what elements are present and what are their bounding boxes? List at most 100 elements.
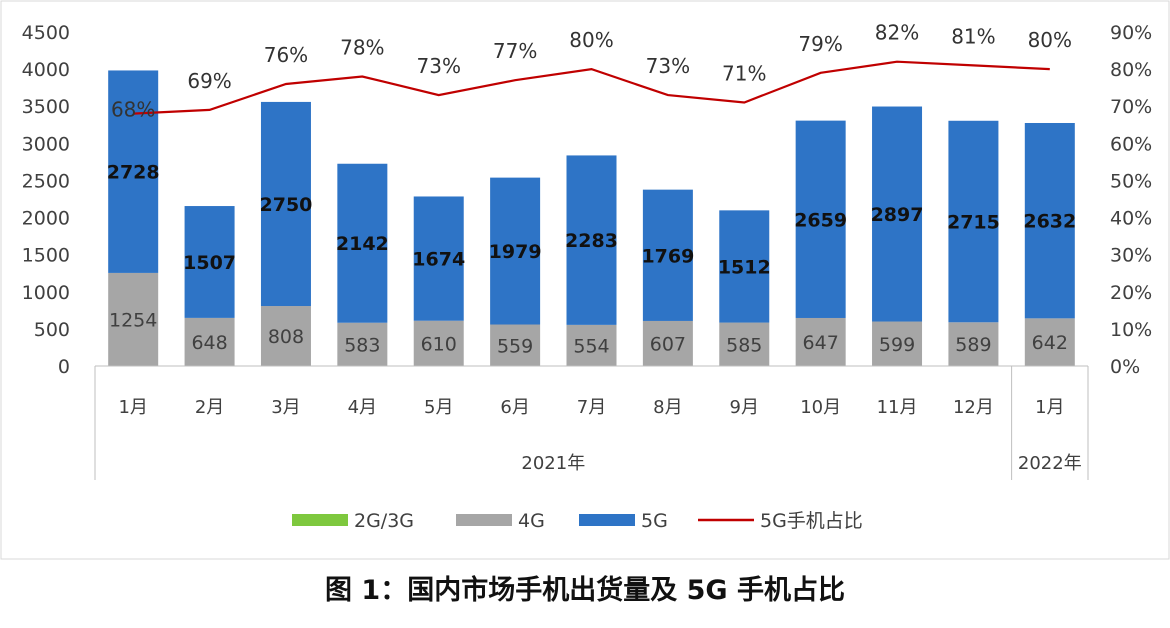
bar-label-4g: 610 bbox=[421, 333, 457, 355]
bar-5g bbox=[413, 196, 464, 321]
bar-4g bbox=[948, 322, 999, 366]
bar-4g bbox=[795, 317, 846, 366]
legend-label: 5G手机占比 bbox=[760, 510, 863, 532]
x-tick-label: 1月 bbox=[1035, 397, 1064, 418]
bar-4g bbox=[337, 322, 388, 366]
share-line-path bbox=[133, 60, 1050, 115]
x-tick-label: 1月 bbox=[118, 397, 147, 418]
x-tick-label: 11月 bbox=[877, 397, 918, 418]
legend-label: 5G bbox=[641, 510, 668, 532]
y-right-tick-label: 90% bbox=[1110, 22, 1152, 44]
bar-label-5g: 2750 bbox=[260, 194, 313, 216]
bar-label-4g: 554 bbox=[573, 335, 609, 357]
bars bbox=[108, 70, 1075, 366]
figure-caption: 图 1：国内市场手机出货量及 5G 手机占比 bbox=[325, 575, 845, 606]
bar-label-5g: 1979 bbox=[489, 241, 542, 263]
x-tick-label: 9月 bbox=[730, 397, 759, 418]
bar-label-5g: 1769 bbox=[641, 245, 694, 267]
legend: 2G/3G 4G 5G 5G手机占比 bbox=[292, 510, 863, 532]
bar-label-4g: 648 bbox=[191, 332, 227, 354]
x-tick-label: 4月 bbox=[348, 397, 377, 418]
x-tick-label: 2月 bbox=[195, 397, 224, 418]
bar-5g bbox=[642, 189, 693, 321]
y-left-tick-label: 1000 bbox=[22, 282, 70, 304]
bar-label-4g: 647 bbox=[803, 332, 839, 354]
bar-4g bbox=[642, 320, 693, 366]
bar-4g bbox=[184, 317, 235, 366]
y-left-tick-label: 3500 bbox=[22, 96, 70, 118]
bar-label-4g: 1254 bbox=[109, 309, 157, 331]
y-right-tick-label: 70% bbox=[1110, 96, 1152, 118]
bar-label-5g: 2659 bbox=[794, 209, 847, 231]
y-right-tick-label: 30% bbox=[1110, 245, 1152, 267]
legend-swatch bbox=[456, 514, 512, 526]
bar-label-5g: 2142 bbox=[336, 233, 389, 255]
x-tick-label: 5月 bbox=[424, 397, 453, 418]
y-left-tick-label: 4000 bbox=[22, 59, 70, 81]
bar-label-5g: 2632 bbox=[1023, 211, 1076, 233]
bar-label-5g: 2283 bbox=[565, 230, 618, 252]
bar-label-5g: 1674 bbox=[412, 249, 465, 271]
bar-4g bbox=[1024, 318, 1075, 366]
bar-5g bbox=[795, 120, 846, 318]
bar-5g bbox=[872, 106, 923, 322]
x-tick-label: 12月 bbox=[953, 397, 994, 418]
share-data-label: 79% bbox=[798, 32, 842, 56]
x-tick-label: 7月 bbox=[577, 397, 606, 418]
bar-label-4g: 599 bbox=[879, 334, 915, 356]
y-right-tick-label: 20% bbox=[1110, 282, 1152, 304]
chart: 0 500 1000 1500 2000 2500 3000 3500 4000 4500 0% 1… bbox=[0, 0, 1170, 560]
bar-label-4g: 589 bbox=[955, 334, 991, 356]
x-tick-label: 6月 bbox=[500, 397, 529, 418]
bar-4g bbox=[872, 321, 923, 366]
bar-5g bbox=[948, 120, 999, 323]
share-data-label: 80% bbox=[569, 28, 613, 52]
y-right-tick-label: 10% bbox=[1110, 319, 1152, 341]
bar-label-4g: 808 bbox=[268, 326, 304, 348]
year-group-label: 2022年 bbox=[1018, 453, 1082, 474]
legend-swatch bbox=[579, 514, 635, 526]
bar-4g bbox=[260, 306, 311, 366]
legend-label: 2G/3G bbox=[354, 510, 414, 532]
bar-5g bbox=[108, 70, 159, 273]
bar-label-4g: 607 bbox=[650, 333, 686, 355]
x-tick-label: 8月 bbox=[653, 397, 682, 418]
bar-4g bbox=[566, 324, 617, 366]
share-data-label: 71% bbox=[722, 62, 766, 86]
legend-label: 4G bbox=[518, 510, 545, 532]
bar-4g bbox=[719, 322, 770, 366]
legend-swatch bbox=[292, 514, 348, 526]
y-left-tick-label: 0 bbox=[58, 356, 70, 378]
bar-label-4g: 559 bbox=[497, 335, 533, 357]
y-right-tick-label: 60% bbox=[1110, 133, 1152, 155]
y-left-tick-label: 1500 bbox=[22, 245, 70, 267]
y-right-tick-label: 80% bbox=[1110, 59, 1152, 81]
y-right-tick-label: 0% bbox=[1110, 356, 1140, 378]
share-data-label: 73% bbox=[417, 54, 461, 78]
y-left-tick-label: 500 bbox=[34, 319, 70, 341]
share-data-label: 68% bbox=[111, 98, 155, 122]
bar-labels: 2728 1254 1507 648 2750 808 2142 583 1674 610 1979… bbox=[107, 162, 1077, 358]
bar-5g bbox=[337, 163, 388, 323]
bar-4g bbox=[108, 272, 159, 366]
bar-5g bbox=[566, 155, 617, 325]
y-axis-right: 0% 10% 20% 30% 40% 50% 60% 70% 80% 90% bbox=[1110, 22, 1152, 378]
bar-4g bbox=[413, 320, 464, 366]
share-data-label: 77% bbox=[493, 39, 537, 63]
bar-label-4g: 642 bbox=[1032, 332, 1068, 354]
y-right-tick-label: 40% bbox=[1110, 208, 1152, 230]
y-left-tick-label: 3000 bbox=[22, 133, 70, 155]
share-data-label: 73% bbox=[646, 54, 690, 78]
share-data-label: 69% bbox=[187, 69, 231, 93]
x-axis: 1月 2月 3月 4月 5月 6月 7月 8月 9月 10月 11月 12月 1月 2021年 2022年 bbox=[94, 365, 1089, 480]
share-line: 68% 69% 76% 78% 73% 77% 80% 73% 71% 79% 82% 81% 80% bbox=[111, 21, 1072, 122]
share-data-label: 80% bbox=[1028, 28, 1072, 52]
bar-5g bbox=[260, 101, 311, 307]
y-axis-left: 0 500 1000 1500 2000 2500 3000 3500 4000 4500 bbox=[22, 22, 70, 378]
bar-5g bbox=[719, 210, 770, 323]
y-right-tick-label: 50% bbox=[1110, 170, 1152, 192]
x-tick-label: 3月 bbox=[271, 397, 300, 418]
bar-label-5g: 1512 bbox=[718, 256, 771, 278]
bar-4g bbox=[490, 324, 541, 366]
x-tick-label: 10月 bbox=[800, 397, 841, 418]
